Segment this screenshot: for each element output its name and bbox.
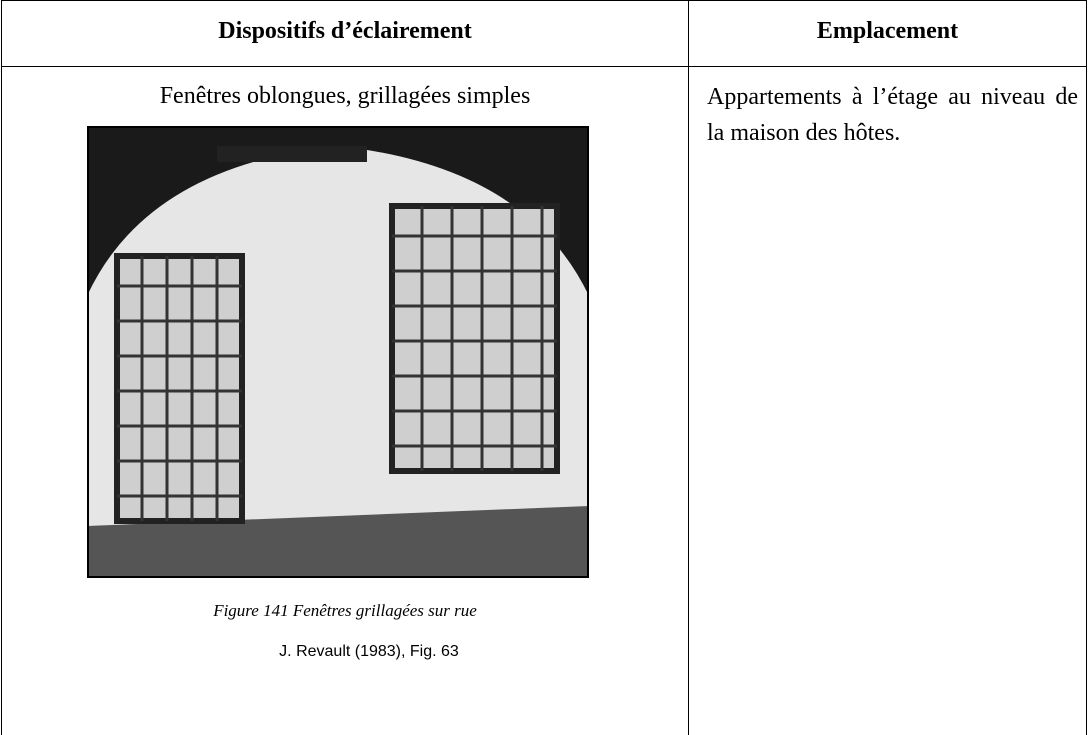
cell-text: Appartements à l’étage au niveau de la m… [707, 84, 1078, 146]
figure-caption: Figure 141 Fenêtres grillagées sur rue [213, 601, 477, 620]
border [1, 0, 2, 735]
border [1, 0, 1087, 1]
border [1, 66, 1087, 67]
border [688, 0, 689, 735]
figure-source: J. Revault (1983), Fig. 63 [279, 643, 459, 660]
border [1086, 0, 1087, 735]
cell-text: Fenêtres oblongues, grillagées simples [159, 83, 531, 109]
header-cell: Dispositifs d’éclairement [218, 18, 472, 44]
header-cell: Emplacement [816, 18, 959, 44]
figure-image [87, 126, 589, 578]
